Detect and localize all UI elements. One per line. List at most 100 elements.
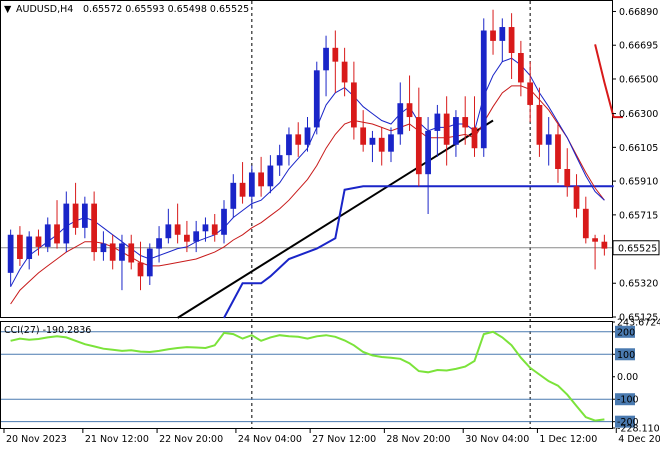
price-tick-label: 0.66105 [619,143,658,154]
header-symbol-icon: ▼ [4,4,12,15]
current-price-tag [612,240,660,256]
candle [7,229,14,287]
candle [156,226,162,263]
candle [453,110,459,157]
candle-body [258,172,264,187]
time-tick-label: 20 Nov 2023 [6,434,67,445]
candle-body [480,30,487,149]
candle [499,18,506,62]
candle-body [388,134,394,152]
candle [26,231,33,270]
price-tick-label: 0.65125 [619,313,658,324]
cci-tick-label: 100 [617,350,635,361]
candle [91,191,98,261]
candle [193,220,200,253]
candle [165,208,172,244]
candle-body [471,127,478,149]
candle [471,96,478,157]
candle [406,75,413,131]
candle-body [415,117,422,175]
cci-tick-label: -100 [617,395,639,406]
candle [54,200,60,249]
candle-body [72,203,79,228]
candle [545,117,552,166]
cci-tick-label: 243.6724 [617,318,660,329]
cci-level-tag [615,348,635,361]
candle [230,174,237,218]
candle-body [165,224,172,239]
price-tick-label: 0.65715 [619,210,658,221]
candle-body [44,224,51,247]
candle-body [211,224,218,235]
candle [332,30,339,93]
candle-body [26,236,33,260]
candle [304,117,311,152]
candle-body [536,104,543,145]
candle [267,155,274,194]
candle [211,214,218,242]
candle [248,165,255,209]
candle [490,9,496,55]
candle-body [323,47,329,71]
time-tick-label: 22 Nov 20:00 [159,434,223,445]
candle [397,82,404,145]
candle [415,87,422,187]
time-tick-label: 4 Dec 20:00 [618,434,660,445]
candle-body [35,236,42,247]
candle [462,96,469,145]
candle [388,127,394,163]
candle-body [351,82,357,128]
price-pane-frame [0,0,613,318]
candle [63,191,70,253]
candle [323,35,329,97]
candle [146,243,153,285]
candle-body [156,238,162,249]
candle-body [184,234,190,242]
candle [592,234,598,270]
candle-body [304,127,311,145]
candle [536,87,543,157]
candle [35,229,42,256]
candle-body [119,243,125,261]
candle-body [137,262,144,277]
candle [564,148,571,197]
candle [378,127,385,166]
candle [119,234,125,291]
candle [295,122,302,157]
candle [221,200,227,244]
candle-body [545,134,552,145]
candle-body [564,168,571,187]
candle-body [267,165,274,187]
candle [351,61,357,140]
cci-level-tag [615,415,635,428]
candle-body [81,203,88,228]
candle-body [7,234,14,273]
candle-body [443,113,450,145]
candle-body [230,182,237,209]
candle-body [555,134,561,169]
candle [582,196,589,244]
price-tick-label: 0.65320 [619,279,658,290]
price-tick-label: 0.66500 [619,74,658,85]
candle-body [462,117,469,128]
candle-body [54,224,60,244]
header-symbol: AUDUSD,H4 [16,4,73,15]
candle-body [313,70,320,128]
candle-body [406,103,413,118]
candle-body [202,224,209,232]
candle-body [332,47,339,62]
time-tick-label: 24 Nov 04:00 [238,434,302,445]
candle [100,231,107,261]
time-tick-label: 1 Dec 12:00 [539,434,597,445]
candle [137,241,144,291]
candle [480,18,487,157]
candle-body [397,103,404,135]
candle-body [174,224,181,235]
trendline [177,119,494,319]
time-tick-label: 27 Nov 12:00 [312,434,376,445]
cci-pane-frame [0,321,613,429]
price-tick-label: 0.65910 [619,177,658,188]
price-tick-label: 0.66695 [619,41,658,52]
current-price-label: 0.65525 [618,243,657,254]
candle [434,104,441,157]
